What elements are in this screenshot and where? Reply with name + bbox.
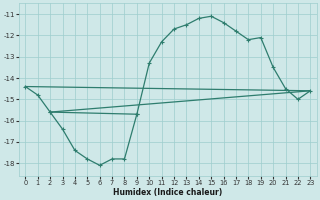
X-axis label: Humidex (Indice chaleur): Humidex (Indice chaleur) [113, 188, 222, 197]
